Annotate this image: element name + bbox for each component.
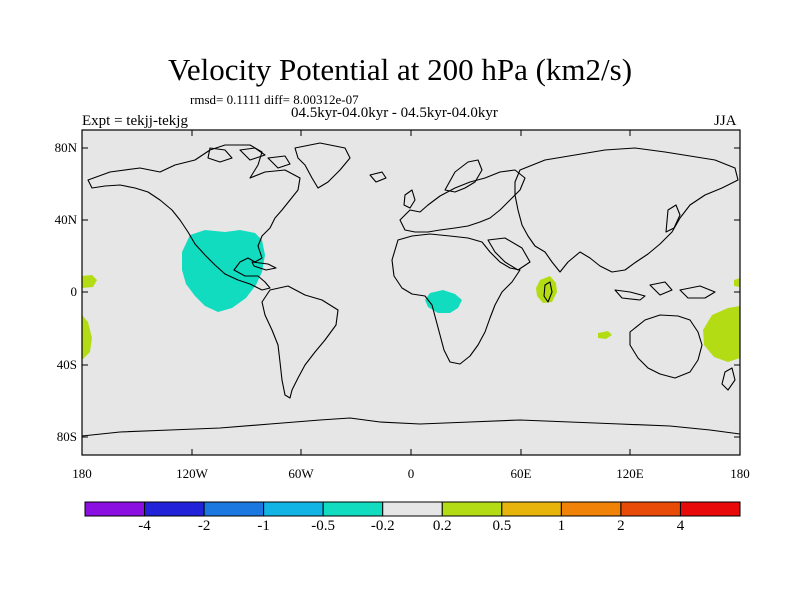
- positive-region-southwest-edge: [82, 315, 92, 360]
- season-label: JJA: [714, 113, 737, 129]
- lat-tick-label: 80N: [54, 140, 77, 155]
- colorbar-swatch: [322, 501, 384, 517]
- coastline-antarctica: [81, 417, 741, 437]
- colorbar-label: 1: [557, 518, 566, 534]
- negative-region-central-america: [182, 230, 265, 312]
- colorbar-label: 2: [617, 518, 625, 534]
- coastline-australia: [629, 314, 703, 379]
- coastline-asia: [514, 147, 739, 273]
- positive-region-southwest-pacific: [703, 306, 740, 362]
- colorbar-swatch: [84, 501, 146, 517]
- map-title: Velocity Potential at 200 hPa (km2/s): [167, 52, 633, 87]
- colorbar-swatch: [203, 501, 265, 517]
- coastline-new-zealand: [721, 367, 736, 391]
- coastline-africa: [391, 233, 521, 365]
- lat-tick-label: 40N: [54, 212, 77, 227]
- coastline-north-america: [87, 144, 301, 291]
- lat-tick-label: 0: [70, 284, 78, 299]
- coastline-cuba: [251, 261, 277, 271]
- colorbar-swatch: [620, 501, 681, 517]
- coastline-south-america: [261, 285, 339, 399]
- lon-tick-label: 180: [72, 466, 92, 481]
- coastline-indonesia: [614, 281, 716, 301]
- lon-tick-label: 60E: [510, 466, 532, 481]
- colorbar-label: -0.2: [370, 518, 395, 534]
- lon-tick-label: 60W: [288, 466, 314, 481]
- coastlines: [81, 142, 741, 437]
- experiment-subtitle: 04.5kyr-04.0kyr - 04.5kyr-04.0kyr: [291, 105, 498, 121]
- colorbar-label: 0.5: [492, 518, 512, 534]
- coastline-madagascar: [543, 281, 553, 303]
- coastline-arabia: [487, 237, 531, 271]
- lon-tick-label: 120E: [616, 466, 644, 481]
- colorbar-swatch: [560, 501, 622, 517]
- positive-region-east-edge: [734, 278, 740, 287]
- coastline-iceland: [369, 171, 387, 183]
- lon-tick-label: 180: [730, 466, 750, 481]
- stats-label: rmsd= 0.1111 diff= 8.00312e-07: [190, 92, 359, 107]
- colorbar-label: -1: [257, 518, 270, 534]
- colorbar-label: -0.5: [311, 518, 336, 534]
- axis-ticks: [81, 130, 741, 455]
- coastline-scandinavia: [444, 159, 483, 193]
- experiment-label: Expt = tekjj-tekjg: [82, 113, 188, 129]
- colorbar-label: -2: [197, 518, 211, 534]
- colorbar-swatch: [679, 501, 741, 517]
- positive-region-west-pacific-edge: [82, 275, 97, 288]
- negative-anomaly-regions: [182, 230, 462, 313]
- coastline-japan: [665, 204, 681, 233]
- colorbar-swatch: [144, 501, 205, 517]
- colorbar-swatch: [441, 501, 503, 517]
- coastline-europe: [399, 169, 526, 233]
- lat-tick-label: 40S: [56, 357, 77, 372]
- coastline-arctic-islands: [207, 147, 291, 169]
- coastline-british-isles: [403, 189, 416, 209]
- positive-region-madagascar: [536, 276, 557, 303]
- colorbar-swatch: [501, 501, 562, 517]
- colorbar-swatch: [263, 501, 324, 517]
- positive-anomaly-regions: [82, 275, 740, 362]
- positive-region-indian-ocean-small: [598, 331, 612, 339]
- colorbar-label: 4: [676, 518, 685, 534]
- lon-tick-label: 120W: [176, 466, 208, 481]
- coastline-greenland: [294, 142, 351, 189]
- lat-tick-label: 80S: [56, 429, 77, 444]
- negative-region-gulf-guinea: [425, 290, 462, 313]
- colorbar-label: 0.2: [432, 518, 452, 534]
- lon-tick-label: 0: [407, 466, 415, 481]
- colorbar-swatch: [382, 501, 443, 517]
- colorbar-label: -4: [138, 518, 151, 534]
